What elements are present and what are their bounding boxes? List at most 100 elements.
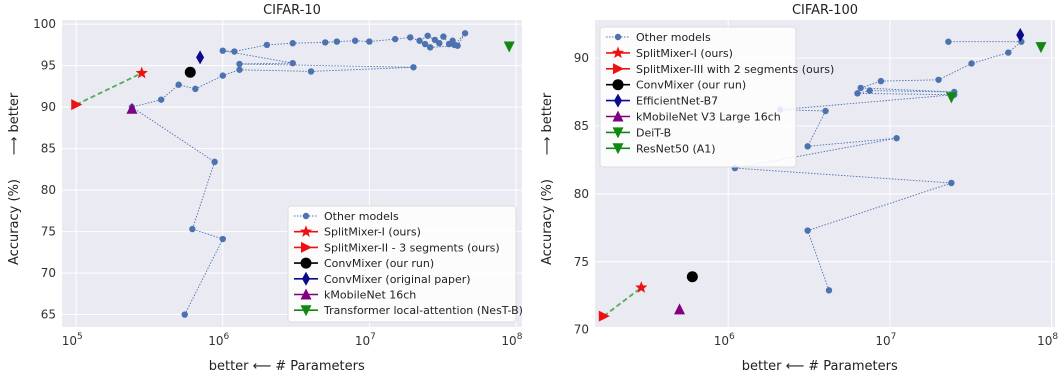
legend-label: EfficientNet-B7	[636, 95, 718, 108]
legend-item: ConvMixer (our run)	[606, 79, 746, 92]
data-point	[857, 84, 864, 92]
y-tick-label: 95	[41, 59, 56, 73]
legend-marker	[612, 127, 624, 139]
x-axis-label: # Parameters	[808, 359, 898, 374]
legend-marker	[300, 288, 312, 300]
legend-label: Other models	[636, 31, 711, 44]
legend-marker	[612, 79, 624, 91]
y-axis-label: Accuracy (%)	[7, 179, 22, 265]
data-point	[219, 72, 226, 79]
series-3	[184, 66, 196, 78]
data-point	[948, 179, 955, 187]
legend-box	[599, 26, 797, 168]
data-point	[503, 41, 515, 53]
data-point	[126, 102, 138, 114]
series-2	[598, 310, 610, 322]
legend-marker	[614, 33, 622, 41]
legend-item: SplitMixer-III with 2 segments (ours)	[606, 63, 834, 76]
data-point	[71, 99, 83, 111]
y-axis-label-better: ⟶ better	[7, 92, 22, 155]
legend-marker	[301, 241, 312, 253]
x-tick-exponent: 7	[891, 332, 897, 342]
data-point	[211, 158, 218, 166]
y-tick-label: 100	[33, 17, 56, 31]
series-0	[128, 30, 469, 318]
data-point	[877, 77, 885, 85]
data-point	[231, 48, 238, 55]
x-tick-exponent: 6	[224, 332, 230, 342]
legend-item: SplitMixer-II - 3 segments (ours)	[294, 241, 500, 254]
data-point	[416, 37, 423, 44]
data-point	[854, 90, 861, 97]
x-tick-base: 10	[875, 334, 890, 348]
data-point	[181, 311, 188, 318]
x-tick-base: 10	[355, 334, 370, 348]
data-point	[866, 87, 873, 94]
legend-marker	[302, 212, 310, 220]
legend-label: kMobileNet 16ch	[324, 289, 416, 302]
legend-item: ResNet50 (A1)	[606, 142, 716, 155]
legend-marker	[614, 93, 622, 108]
chart-title: CIFAR-10	[263, 3, 321, 18]
y-tick-label: 65	[41, 308, 56, 322]
data-point	[157, 96, 165, 103]
x-tick-exponent: 7	[370, 332, 376, 342]
series-4	[1016, 27, 1025, 42]
y-tick-label: 85	[574, 119, 589, 133]
legend-marker	[611, 46, 625, 59]
data-point	[804, 143, 811, 150]
legend-label: ResNet50 (A1)	[636, 142, 716, 155]
x-axis-label: # Parameters	[275, 359, 365, 374]
data-point	[351, 37, 359, 44]
legend-label: SplitMixer-II - 3 segments (ours)	[324, 241, 500, 254]
x-tick-label: 108	[501, 332, 522, 348]
legend-label: SplitMixer-I (ours)	[636, 47, 733, 60]
series-0	[731, 38, 1025, 294]
chart-title: CIFAR-100	[792, 3, 858, 18]
series-6	[1035, 42, 1047, 54]
x-tick-label: 106	[714, 332, 735, 348]
data-point	[366, 38, 373, 45]
x-tick-base: 10	[1037, 334, 1052, 348]
data-point	[410, 64, 417, 71]
data-point	[196, 50, 205, 65]
data-point	[822, 107, 829, 115]
x-tick-label: 107	[875, 332, 896, 348]
y-tick-label: 80	[41, 183, 56, 197]
x-tick-exponent: 5	[77, 332, 83, 342]
legend-item: SplitMixer-I (ours)	[606, 46, 733, 60]
data-point	[189, 225, 196, 233]
x-tick-base: 10	[714, 334, 729, 348]
legend-item: kMobileNet V3 Large 16ch	[606, 110, 781, 124]
legend-label: Transformer local-attention (NesT-B)	[323, 304, 523, 317]
legend-item: EfficientNet-B7	[606, 93, 718, 108]
x-axis-label-better: better ⟵	[209, 359, 272, 374]
data-point	[440, 33, 447, 40]
legend-label: kMobileNet V3 Large 16ch	[636, 111, 781, 124]
series-5	[126, 102, 138, 114]
legend-box	[287, 205, 517, 323]
y-tick-label: 90	[574, 51, 589, 65]
series-5	[674, 303, 686, 315]
data-point	[333, 38, 341, 45]
data-point	[424, 32, 431, 39]
legend-label: SplitMixer-I (ours)	[324, 226, 421, 239]
series-4	[196, 50, 205, 65]
x-tick-label: 106	[208, 332, 229, 348]
data-point	[1016, 27, 1025, 42]
legend: Other models SplitMixer-I (ours) SplitMixe…	[287, 205, 523, 323]
data-point	[219, 235, 226, 243]
data-point	[426, 44, 434, 51]
data-point	[968, 60, 975, 67]
x-tick-base: 10	[62, 334, 77, 348]
data-point	[236, 60, 243, 68]
x-tick-base: 10	[208, 334, 223, 348]
data-point	[1005, 49, 1012, 56]
plot-content	[598, 27, 1047, 322]
data-point	[407, 34, 414, 41]
data-point	[598, 310, 610, 322]
data-point	[289, 40, 296, 47]
legend-label: Other models	[324, 210, 399, 223]
